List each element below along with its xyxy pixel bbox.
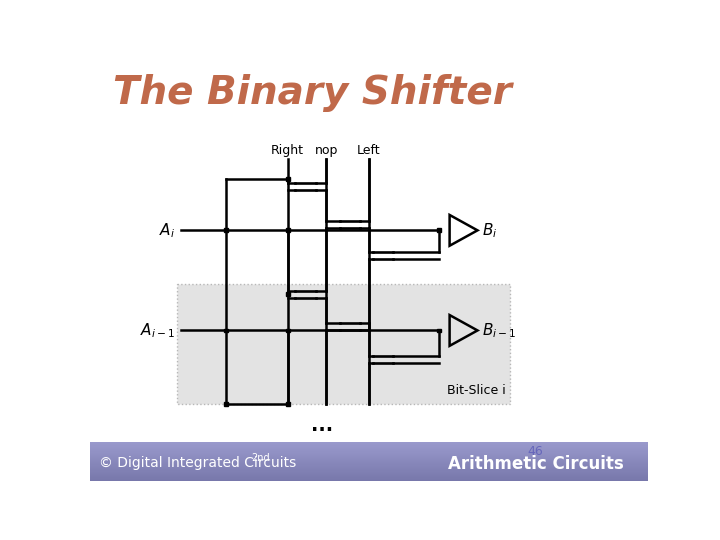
Bar xyxy=(90,446,648,447)
Bar xyxy=(177,284,510,403)
Bar xyxy=(90,465,648,467)
Bar xyxy=(90,473,648,474)
Bar xyxy=(90,476,648,477)
Bar xyxy=(90,447,648,448)
Text: 46: 46 xyxy=(528,445,544,458)
Bar xyxy=(90,463,648,464)
Bar xyxy=(90,475,648,476)
Bar xyxy=(286,402,289,406)
Text: $A_{i-1}$: $A_{i-1}$ xyxy=(140,321,175,340)
Text: © Digital Integrated Circuits: © Digital Integrated Circuits xyxy=(99,456,297,470)
Bar xyxy=(90,477,648,478)
Bar xyxy=(90,456,648,458)
Text: ...: ... xyxy=(312,416,333,435)
Bar xyxy=(90,472,648,473)
Bar xyxy=(90,457,648,459)
Bar xyxy=(286,292,289,296)
Bar xyxy=(90,448,648,449)
Bar xyxy=(286,177,289,181)
Bar xyxy=(224,328,228,333)
Bar xyxy=(90,451,648,452)
Text: Right: Right xyxy=(271,144,304,157)
Text: Bit-Slice i: Bit-Slice i xyxy=(447,384,506,397)
Bar xyxy=(90,467,648,469)
Bar xyxy=(90,452,648,453)
Bar xyxy=(90,480,648,481)
Bar xyxy=(90,464,648,465)
Bar xyxy=(90,455,648,456)
Text: Left: Left xyxy=(357,144,381,157)
Bar xyxy=(437,228,441,232)
Text: The Binary Shifter: The Binary Shifter xyxy=(113,74,512,112)
Bar xyxy=(286,328,289,333)
Bar xyxy=(90,454,648,455)
Text: Arithmetic Circuits: Arithmetic Circuits xyxy=(448,455,624,474)
Bar xyxy=(90,443,648,444)
Text: $B_{i-1}$: $B_{i-1}$ xyxy=(482,321,516,340)
Text: 2nd: 2nd xyxy=(251,453,270,463)
Bar xyxy=(90,461,648,462)
Bar xyxy=(90,478,648,480)
Text: $B_i$: $B_i$ xyxy=(482,221,498,240)
Bar xyxy=(90,468,648,469)
Bar xyxy=(90,458,648,460)
Bar xyxy=(90,478,648,479)
Bar xyxy=(224,228,228,232)
Bar xyxy=(90,469,648,470)
Bar xyxy=(90,470,648,471)
Bar xyxy=(90,466,648,468)
Bar xyxy=(90,449,648,450)
Bar xyxy=(90,450,648,451)
Bar xyxy=(90,462,648,464)
Bar xyxy=(286,228,289,232)
Bar xyxy=(90,471,648,472)
Bar xyxy=(437,328,441,333)
Bar xyxy=(90,453,648,454)
Bar xyxy=(224,402,228,406)
Bar xyxy=(90,461,648,463)
Text: nop: nop xyxy=(315,144,338,157)
Text: $A_i$: $A_i$ xyxy=(159,221,175,240)
Bar xyxy=(90,442,648,443)
Bar xyxy=(90,445,648,447)
Bar xyxy=(90,460,648,461)
Bar xyxy=(90,444,648,446)
Bar xyxy=(90,456,648,457)
Bar xyxy=(90,474,648,475)
